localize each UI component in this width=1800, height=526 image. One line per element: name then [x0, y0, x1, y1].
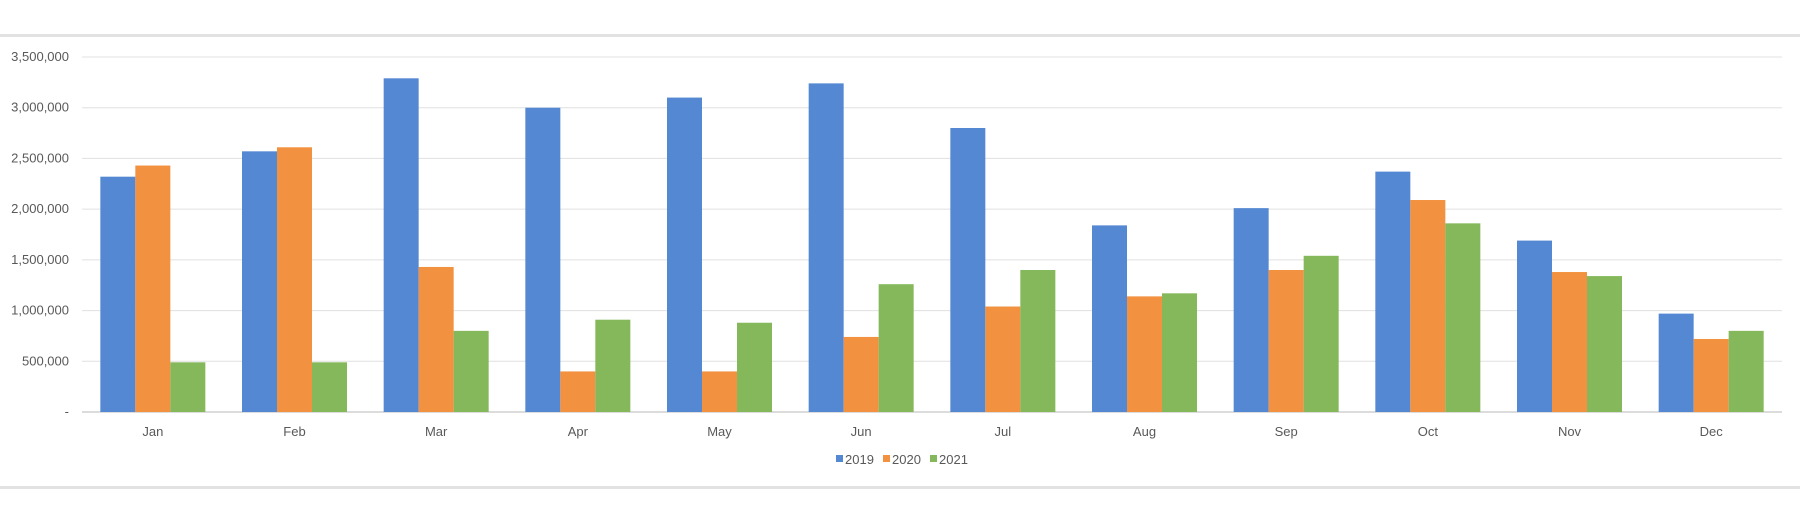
- y-tick-label: 2,000,000: [11, 201, 69, 216]
- bar-2021-jun: [878, 284, 914, 412]
- bar-2019-jul: [950, 128, 986, 412]
- bar-2019-oct: [1375, 171, 1411, 412]
- x-axis: Jan Feb Mar Apr May Jun Jul Aug Sep Oct Nov Dec: [142, 424, 1723, 439]
- bar-2020-aug: [1127, 296, 1162, 412]
- bar-2021-apr: [595, 319, 631, 412]
- legend-swatch: [836, 455, 843, 462]
- bar-2021-jan: [170, 362, 206, 412]
- y-axis: - 500,000 1,000,000 1,500,000 2,000,000 2,500…: [11, 49, 69, 419]
- bar-2021-mar: [453, 330, 489, 412]
- gridlines: [82, 56, 1782, 413]
- bar-2019-may: [667, 97, 702, 413]
- top-divider: [0, 34, 1800, 37]
- bar-2021-aug: [1162, 293, 1197, 412]
- bar-2019-nov: [1517, 240, 1552, 412]
- x-tick-label: Jun: [851, 424, 872, 439]
- bar-2021-nov: [1587, 276, 1622, 412]
- x-tick-label: Sep: [1275, 424, 1298, 439]
- x-tick-label: Dec: [1700, 424, 1724, 439]
- bars: [100, 78, 1764, 413]
- bar-2020-jul: [985, 306, 1021, 412]
- x-tick-label: Feb: [283, 424, 305, 439]
- bar-2020-may: [702, 371, 737, 412]
- bar-2020-nov: [1552, 272, 1587, 412]
- bar-2019-apr: [525, 107, 561, 412]
- bar-2019-jan: [100, 176, 136, 412]
- x-tick-label: Oct: [1418, 424, 1439, 439]
- legend-swatch: [930, 455, 937, 462]
- x-tick-label: Jul: [995, 424, 1012, 439]
- x-tick-label: Nov: [1558, 424, 1582, 439]
- bar-2020-jan: [135, 165, 171, 412]
- bar-2021-may: [737, 322, 772, 412]
- legend-label: 2019: [845, 452, 874, 467]
- y-tick-label: 1,500,000: [11, 252, 69, 267]
- bar-2019-feb: [242, 151, 277, 413]
- bar-2021-oct: [1445, 223, 1481, 412]
- legend-swatch: [883, 455, 890, 462]
- x-tick-label: Apr: [568, 424, 589, 439]
- y-tick-label: -: [65, 404, 69, 419]
- bar-2019-dec: [1658, 313, 1694, 412]
- x-tick-label: Jan: [142, 424, 163, 439]
- x-tick-label: May: [707, 424, 732, 439]
- legend: 2019 2020 2021: [836, 452, 968, 467]
- bar-2020-apr: [560, 371, 596, 412]
- bar-2019-jun: [808, 83, 844, 412]
- bar-2019-sep: [1233, 208, 1269, 412]
- y-tick-label: 1,000,000: [11, 303, 69, 318]
- bottom-divider: [0, 486, 1800, 489]
- legend-label: 2020: [892, 452, 921, 467]
- legend-label: 2021: [939, 452, 968, 467]
- bar-2020-dec: [1693, 338, 1729, 412]
- bar-2020-feb: [277, 147, 312, 412]
- bar-2020-sep: [1268, 270, 1304, 412]
- bar-2021-jul: [1020, 270, 1056, 412]
- y-tick-label: 2,500,000: [11, 150, 69, 165]
- bar-2019-aug: [1092, 225, 1127, 412]
- bar-2019-mar: [383, 78, 419, 413]
- bar-2020-jun: [843, 336, 879, 412]
- x-tick-label: Mar: [425, 424, 448, 439]
- bar-2021-feb: [312, 362, 347, 412]
- y-tick-label: 500,000: [22, 353, 69, 368]
- y-tick-label: 3,500,000: [11, 49, 69, 64]
- bar-2020-mar: [418, 266, 454, 412]
- bar-2021-dec: [1728, 330, 1764, 412]
- bar-2021-sep: [1303, 255, 1339, 412]
- y-tick-label: 3,000,000: [11, 100, 69, 115]
- bar-2020-oct: [1410, 200, 1446, 412]
- x-tick-label: Aug: [1133, 424, 1156, 439]
